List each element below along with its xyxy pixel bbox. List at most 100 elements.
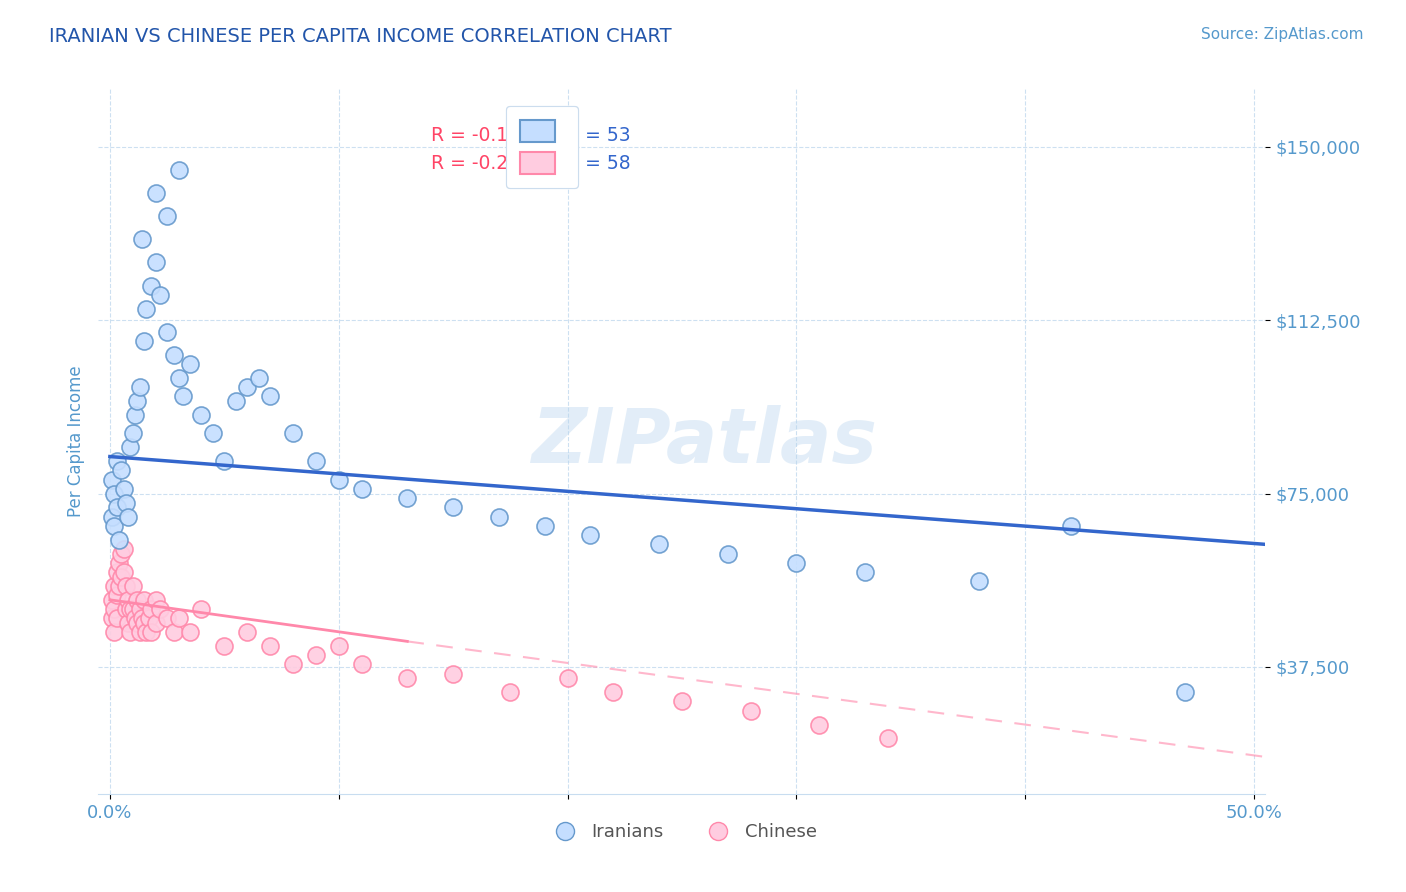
Point bbox=[156, 611, 179, 625]
Point bbox=[305, 648, 328, 663]
Text: N = 53: N = 53 bbox=[565, 126, 631, 145]
Point bbox=[108, 533, 131, 547]
Point bbox=[328, 639, 350, 653]
Point bbox=[305, 454, 328, 468]
Point bbox=[121, 426, 143, 441]
Point bbox=[127, 592, 149, 607]
Point bbox=[808, 717, 831, 731]
Point bbox=[134, 334, 156, 348]
Point bbox=[145, 615, 167, 630]
Point bbox=[117, 615, 139, 630]
Point bbox=[120, 440, 142, 454]
Point bbox=[117, 592, 139, 607]
Point bbox=[110, 570, 132, 584]
Point bbox=[853, 565, 876, 579]
Point bbox=[101, 592, 124, 607]
Point bbox=[156, 325, 179, 339]
Point bbox=[579, 528, 602, 542]
Point bbox=[190, 602, 212, 616]
Point bbox=[167, 163, 190, 178]
Point bbox=[134, 592, 156, 607]
Y-axis label: Per Capita Income: Per Capita Income bbox=[66, 366, 84, 517]
Point bbox=[533, 519, 555, 533]
Point bbox=[128, 602, 150, 616]
Point bbox=[112, 482, 135, 496]
Point bbox=[441, 500, 464, 515]
Point bbox=[124, 611, 146, 625]
Point bbox=[499, 685, 522, 699]
Point bbox=[105, 500, 128, 515]
Point bbox=[225, 394, 247, 409]
Point bbox=[214, 639, 236, 653]
Point bbox=[101, 509, 124, 524]
Point bbox=[1174, 685, 1197, 699]
Point bbox=[101, 611, 124, 625]
Point bbox=[112, 565, 135, 579]
Point bbox=[120, 625, 142, 640]
Point bbox=[101, 473, 124, 487]
Point bbox=[214, 454, 236, 468]
Point bbox=[117, 509, 139, 524]
Point bbox=[396, 671, 419, 685]
Point bbox=[105, 454, 128, 468]
Point bbox=[236, 380, 259, 394]
Point bbox=[441, 666, 464, 681]
Point bbox=[149, 602, 172, 616]
Point bbox=[350, 657, 373, 672]
Point bbox=[671, 694, 693, 708]
Text: N = 58: N = 58 bbox=[565, 153, 631, 173]
Point bbox=[127, 394, 149, 409]
Point bbox=[124, 408, 146, 422]
Point bbox=[156, 209, 179, 223]
Point bbox=[876, 731, 898, 746]
Text: ZIPatlas: ZIPatlas bbox=[533, 405, 879, 478]
Point bbox=[1060, 519, 1083, 533]
Point bbox=[259, 389, 281, 403]
Point bbox=[145, 255, 167, 269]
Point bbox=[108, 579, 131, 593]
Point bbox=[138, 611, 160, 625]
Point bbox=[127, 615, 149, 630]
Point bbox=[557, 671, 579, 685]
Point bbox=[103, 625, 125, 640]
Point bbox=[105, 611, 128, 625]
Point bbox=[190, 408, 212, 422]
Point bbox=[328, 473, 350, 487]
Text: IRANIAN VS CHINESE PER CAPITA INCOME CORRELATION CHART: IRANIAN VS CHINESE PER CAPITA INCOME COR… bbox=[49, 27, 672, 45]
Point bbox=[163, 625, 186, 640]
Point bbox=[179, 357, 201, 371]
Point bbox=[128, 625, 150, 640]
Point bbox=[135, 625, 157, 640]
Point bbox=[602, 685, 624, 699]
Point bbox=[139, 278, 162, 293]
Point bbox=[396, 491, 419, 505]
Point bbox=[236, 625, 259, 640]
Point bbox=[488, 509, 510, 524]
Point bbox=[785, 556, 807, 570]
Point bbox=[201, 426, 224, 441]
Point bbox=[350, 482, 373, 496]
Point bbox=[167, 611, 190, 625]
Point bbox=[121, 579, 143, 593]
Point bbox=[179, 625, 201, 640]
Point bbox=[139, 625, 162, 640]
Point bbox=[135, 301, 157, 316]
Point bbox=[103, 602, 125, 616]
Point bbox=[120, 602, 142, 616]
Point bbox=[969, 574, 991, 589]
Text: R = -0.153: R = -0.153 bbox=[432, 126, 531, 145]
Point bbox=[259, 639, 281, 653]
Point bbox=[648, 537, 671, 551]
Point bbox=[281, 426, 304, 441]
Point bbox=[121, 602, 143, 616]
Point bbox=[145, 186, 167, 201]
Point bbox=[103, 486, 125, 500]
Point bbox=[112, 541, 135, 556]
Point bbox=[110, 547, 132, 561]
Point bbox=[103, 579, 125, 593]
Point bbox=[131, 232, 153, 246]
Point bbox=[103, 519, 125, 533]
Text: Source: ZipAtlas.com: Source: ZipAtlas.com bbox=[1201, 27, 1364, 42]
Legend: Iranians, Chinese: Iranians, Chinese bbox=[540, 816, 824, 848]
Point bbox=[163, 348, 186, 362]
